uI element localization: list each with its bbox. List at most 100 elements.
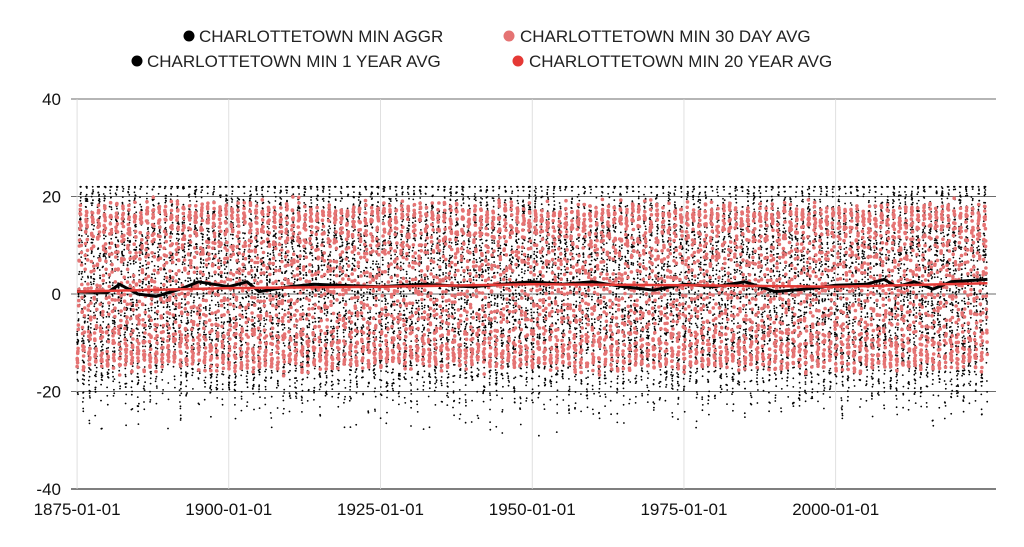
point-aggr	[164, 236, 166, 239]
point-aggr	[386, 365, 389, 368]
point-aggr	[298, 185, 300, 188]
point-aggr	[225, 254, 228, 257]
point-aggr	[112, 375, 114, 378]
point-aggr	[331, 351, 334, 354]
point-aggr	[366, 296, 369, 299]
point-aggr	[90, 238, 93, 241]
point-aggr	[226, 218, 229, 220]
point-aggr	[340, 187, 343, 190]
point-aggr	[322, 187, 325, 190]
point-aggr	[180, 374, 182, 377]
point-aggr	[225, 276, 227, 279]
point-aggr	[93, 342, 96, 345]
point-aggr	[196, 293, 199, 296]
point-aggr	[185, 394, 188, 397]
point-aggr	[190, 286, 193, 288]
legend-item-30-day[interactable]: CHARLOTTETOWN MIN 30 DAY AVG	[503, 27, 811, 46]
point-aggr	[209, 386, 212, 389]
point-aggr	[190, 293, 193, 295]
point-aggr	[164, 201, 167, 204]
point-aggr	[107, 323, 110, 326]
point-aggr	[292, 283, 295, 285]
point-aggr	[231, 198, 234, 201]
point-aggr	[316, 199, 319, 202]
point-aggr	[160, 286, 162, 289]
point-aggr	[210, 388, 213, 391]
point-aggr	[332, 302, 335, 305]
point-aggr	[245, 329, 248, 332]
point-aggr	[120, 273, 123, 276]
point-aggr	[92, 228, 95, 231]
point-aggr	[386, 309, 388, 311]
point-aggr	[112, 322, 114, 325]
point-aggr	[184, 351, 187, 353]
point-aggr	[375, 263, 377, 265]
point-aggr	[156, 313, 159, 316]
point-aggr	[296, 292, 299, 295]
point-aggr	[372, 293, 374, 296]
point-aggr	[267, 227, 270, 230]
point-aggr	[299, 258, 301, 261]
point-aggr	[128, 194, 131, 196]
point-aggr	[247, 307, 250, 310]
point-aggr	[240, 398, 243, 400]
point-aggr	[220, 264, 223, 267]
point-aggr	[113, 346, 115, 349]
point-aggr	[200, 257, 202, 260]
point-aggr	[80, 256, 83, 258]
point-aggr	[375, 290, 378, 293]
point-aggr	[117, 309, 120, 312]
point-aggr	[222, 323, 225, 325]
legend-item-20-year[interactable]: CHARLOTTETOWN MIN 20 YEAR AVG	[512, 52, 833, 71]
point-aggr	[317, 266, 320, 269]
point-aggr	[166, 281, 169, 283]
point-aggr	[81, 337, 84, 340]
point-aggr	[124, 402, 127, 405]
point-aggr	[210, 299, 213, 302]
point-aggr	[369, 195, 372, 198]
point-aggr	[126, 329, 128, 331]
point-aggr	[81, 270, 83, 273]
point-aggr	[225, 216, 227, 219]
point-aggr	[270, 417, 273, 419]
point-aggr	[302, 277, 305, 280]
point-aggr	[193, 228, 196, 231]
point-aggr	[112, 303, 115, 306]
point-aggr	[306, 400, 309, 402]
point-aggr	[310, 187, 312, 190]
point-aggr	[175, 283, 178, 286]
point-aggr	[310, 252, 313, 255]
legend-label-1-year: CHARLOTTETOWN MIN 1 YEAR AVG	[147, 52, 441, 71]
point-aggr	[198, 372, 201, 375]
point-aggr	[277, 384, 280, 387]
point-aggr	[154, 380, 157, 383]
point-aggr	[201, 238, 204, 241]
point-aggr	[137, 328, 139, 331]
point-aggr	[308, 303, 310, 306]
point-aggr	[383, 190, 386, 192]
point-aggr	[230, 220, 233, 223]
point-aggr	[132, 303, 134, 306]
legend-item-1-year[interactable]: CHARLOTTETOWN MIN 1 YEAR AVG	[131, 52, 441, 71]
point-aggr	[149, 399, 152, 401]
point-aggr	[147, 248, 150, 250]
point-aggr	[166, 304, 169, 306]
point-aggr	[91, 185, 94, 188]
legend-item-aggr[interactable]: CHARLOTTETOWN MIN AGGR	[183, 27, 444, 46]
point-aggr	[266, 279, 269, 282]
point-aggr	[131, 380, 134, 383]
point-aggr	[221, 370, 224, 373]
point-aggr	[351, 289, 353, 292]
point-aggr	[333, 327, 335, 330]
point-aggr	[301, 411, 303, 413]
point-aggr	[236, 262, 239, 265]
point-aggr	[239, 318, 241, 320]
point-aggr	[325, 381, 328, 384]
point-aggr	[324, 336, 327, 338]
point-aggr	[251, 304, 254, 306]
point-aggr	[107, 368, 110, 371]
point-aggr	[234, 373, 237, 375]
point-aggr	[353, 191, 355, 194]
point-aggr	[358, 217, 361, 220]
point-aggr	[78, 234, 81, 236]
